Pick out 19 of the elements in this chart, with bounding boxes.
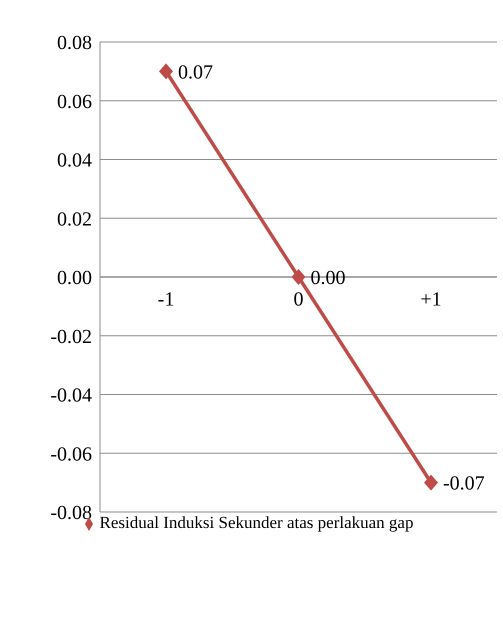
data-label: -0.07: [443, 472, 485, 495]
x-tick-label: +1: [420, 288, 442, 310]
point: [424, 474, 438, 491]
x-tick-label: 0: [294, 288, 304, 310]
y-tick-label: 0.02: [57, 208, 92, 230]
y-tick-label: -0.02: [50, 326, 92, 348]
y-tick-label: 0.04: [57, 150, 92, 172]
data-label: 0.07: [178, 61, 213, 84]
y-tick-label: -0.04: [50, 384, 92, 407]
point: [292, 269, 306, 285]
y-tick-label: -0.06: [50, 443, 92, 466]
y-tick-label: 0.06: [57, 90, 92, 113]
point: [159, 63, 173, 80]
x-tick-label: -1: [158, 288, 174, 310]
data-label: 0.00: [310, 267, 346, 289]
y-tick-label: -0.08: [50, 502, 92, 524]
y-tick-label: 0.00: [57, 267, 92, 290]
y-tick-label: 0.08: [57, 32, 92, 54]
legend-label: Residual Induksi Sekunder atas perlakuan gap: [100, 513, 414, 532]
